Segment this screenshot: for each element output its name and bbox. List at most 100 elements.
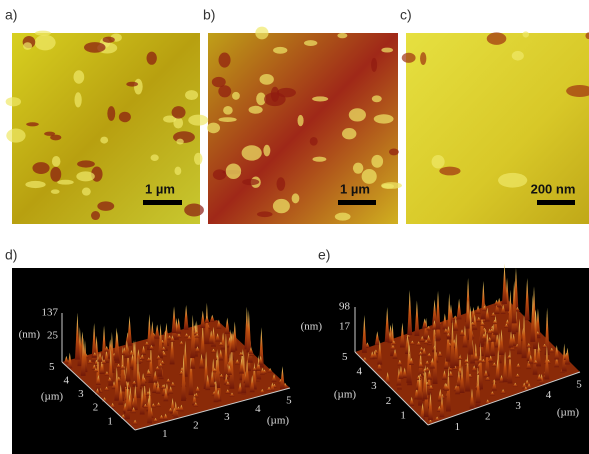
- grain: [522, 31, 529, 38]
- spike: [392, 348, 398, 359]
- spike: [418, 361, 424, 368]
- spike: [92, 352, 98, 357]
- spike: [399, 322, 405, 348]
- spike: [475, 373, 481, 404]
- grain: [150, 154, 159, 162]
- spike: [521, 314, 527, 359]
- spike: [422, 368, 428, 400]
- spike: [446, 292, 452, 340]
- grain: [371, 154, 384, 168]
- spike: [186, 335, 192, 341]
- spike: [116, 363, 122, 368]
- grain: [176, 138, 184, 145]
- spike: [409, 340, 415, 345]
- spike: [514, 306, 520, 311]
- spike: [104, 349, 110, 363]
- spike: [465, 299, 471, 329]
- spike: [147, 391, 153, 424]
- spike: [200, 310, 206, 328]
- spike: [490, 312, 496, 317]
- y-tick-label: 1: [107, 415, 113, 427]
- spike: [224, 373, 230, 379]
- spike: [150, 403, 156, 408]
- spike: [226, 365, 232, 375]
- spike: [118, 384, 124, 405]
- spike: [549, 347, 555, 353]
- spike: [361, 315, 367, 353]
- spike: [515, 363, 521, 369]
- x-tick-label: 3: [515, 400, 521, 412]
- grain: [76, 171, 95, 182]
- spike: [135, 356, 141, 398]
- spike: [144, 341, 150, 346]
- spike: [128, 350, 134, 357]
- spike: [159, 415, 165, 420]
- scale-bar-label: 200 nm: [531, 181, 576, 196]
- spike: [443, 383, 449, 391]
- spike: [229, 392, 235, 397]
- spike: [533, 360, 539, 365]
- spike: [163, 387, 169, 402]
- spike: [204, 302, 210, 345]
- spike: [139, 354, 145, 361]
- y-tick-label: 4: [64, 374, 70, 386]
- spike: [416, 375, 422, 381]
- spike: [449, 319, 455, 369]
- spike: [67, 352, 73, 369]
- grain: [297, 114, 304, 127]
- spike: [258, 355, 264, 365]
- spike: [377, 339, 383, 365]
- x-tick-label: 1: [162, 428, 168, 440]
- spike: [435, 290, 441, 330]
- grain: [73, 70, 85, 84]
- spike: [490, 331, 496, 356]
- grain: [218, 85, 232, 98]
- spike: [152, 378, 158, 393]
- spike: [477, 358, 483, 363]
- spike: [169, 334, 175, 365]
- spike: [478, 342, 484, 390]
- spike: [494, 301, 500, 315]
- spike: [475, 305, 481, 314]
- spike: [225, 389, 231, 394]
- spike: [452, 315, 458, 320]
- spike: [190, 348, 196, 369]
- grain: [371, 57, 378, 72]
- spike: [506, 355, 512, 360]
- grain: [352, 162, 364, 174]
- spike: [414, 300, 420, 337]
- grain: [341, 128, 357, 140]
- spike: [496, 297, 502, 308]
- z-tick-label: 137: [42, 307, 59, 319]
- y-tick-label: 5: [49, 361, 55, 373]
- spike: [491, 380, 497, 391]
- grain: [102, 36, 115, 43]
- spike: [80, 337, 86, 376]
- spike: [87, 359, 93, 364]
- spike: [539, 374, 545, 384]
- spike: [469, 388, 475, 409]
- spike: [97, 352, 103, 362]
- spike: [489, 391, 495, 396]
- spike: [453, 333, 459, 367]
- panel-label: a): [5, 7, 17, 23]
- grain: [171, 106, 186, 119]
- grain: [256, 92, 266, 106]
- grain: [50, 189, 60, 194]
- grain: [256, 211, 273, 218]
- z-tick-label: 98: [339, 301, 351, 313]
- spike: [153, 417, 159, 423]
- spike: [385, 372, 391, 384]
- spike: [238, 351, 244, 357]
- spike: [271, 374, 277, 382]
- spike: [447, 366, 453, 371]
- spike: [481, 333, 487, 340]
- spike: [160, 384, 166, 389]
- grain: [77, 160, 95, 168]
- spike: [99, 361, 105, 374]
- spike: [176, 317, 182, 334]
- spike: [493, 314, 499, 335]
- panel-label: e): [318, 247, 330, 263]
- spike: [427, 419, 433, 424]
